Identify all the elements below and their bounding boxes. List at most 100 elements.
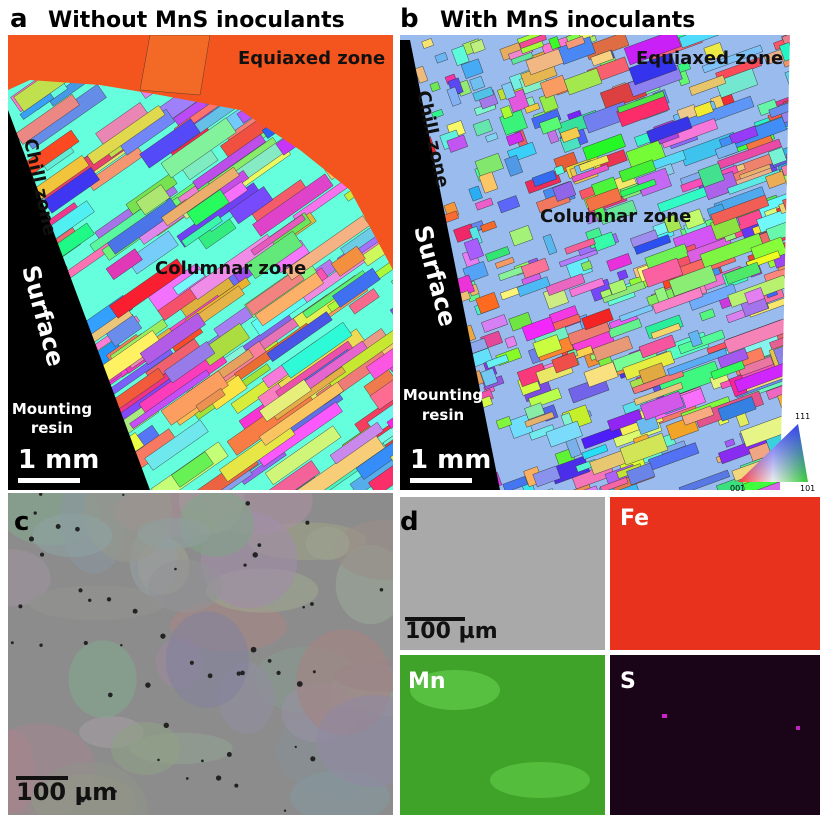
ebsd-map-a — [8, 35, 393, 490]
grain — [532, 334, 563, 358]
grain — [30, 761, 148, 815]
grain — [86, 105, 166, 165]
grain — [165, 611, 249, 708]
grain — [641, 257, 684, 288]
scale-label: 1 mm — [18, 445, 99, 475]
grain — [460, 58, 484, 79]
grain — [252, 173, 334, 237]
pore — [18, 604, 23, 609]
pore — [283, 809, 287, 812]
pore — [236, 671, 241, 676]
panel-label: a — [10, 4, 28, 34]
grain — [472, 86, 495, 102]
grain — [186, 189, 230, 227]
grain — [386, 402, 393, 429]
grain — [571, 163, 610, 183]
element-label: Fe — [620, 506, 649, 531]
grain — [646, 116, 693, 144]
grain — [516, 276, 551, 297]
mns-particle — [662, 714, 667, 718]
grain — [717, 396, 757, 422]
mns-particle — [796, 726, 800, 730]
grain — [570, 484, 592, 490]
bse-image-c — [8, 493, 393, 815]
ipf-label: 001 — [730, 484, 745, 493]
grain — [431, 108, 444, 119]
grain — [724, 261, 762, 285]
grain — [480, 367, 499, 387]
grain — [804, 169, 828, 189]
grain — [524, 102, 541, 114]
grain — [109, 258, 186, 319]
grain — [524, 411, 555, 428]
grain — [599, 477, 629, 490]
grain — [524, 402, 546, 420]
grain — [807, 137, 830, 160]
grain — [581, 444, 609, 460]
grain — [250, 214, 306, 256]
pore — [33, 511, 37, 515]
grain — [468, 185, 483, 202]
resin-label: resin — [31, 419, 73, 437]
grain — [548, 36, 561, 50]
pore — [28, 536, 35, 542]
pore — [107, 692, 113, 698]
grain — [245, 268, 305, 316]
element-label: Mn — [408, 669, 446, 694]
pore — [234, 783, 239, 788]
pore — [252, 552, 258, 558]
grain — [538, 116, 563, 135]
pore — [132, 608, 138, 614]
grain — [258, 379, 312, 422]
grain — [414, 65, 429, 84]
grain — [592, 335, 633, 362]
zone-label: Columnar zone — [540, 206, 691, 227]
ipf-label: 111 — [795, 412, 810, 421]
grain — [795, 164, 800, 201]
grain — [608, 278, 628, 296]
grain — [475, 291, 500, 314]
grain — [580, 260, 593, 272]
grain — [606, 253, 633, 272]
grain — [485, 132, 499, 143]
panel-title: Without MnS inoculants — [48, 8, 345, 33]
scale-label: 100 µm — [405, 619, 498, 644]
grain — [509, 225, 534, 247]
pore — [305, 520, 310, 525]
pore — [201, 759, 204, 763]
grain — [192, 134, 266, 190]
grain — [623, 35, 682, 66]
grain — [663, 213, 682, 234]
grain — [334, 519, 393, 580]
grain — [678, 469, 731, 490]
grain — [798, 238, 800, 260]
bse-image-d — [400, 497, 605, 650]
grain — [715, 476, 747, 490]
grain — [245, 230, 304, 279]
grain — [765, 202, 800, 243]
grain — [768, 84, 800, 118]
resin — [400, 40, 500, 490]
grain — [688, 283, 738, 311]
fe-map — [610, 497, 820, 650]
grain — [808, 190, 830, 222]
pore — [294, 745, 297, 749]
grain — [137, 518, 211, 549]
grain — [521, 316, 556, 342]
grain — [446, 86, 462, 107]
pore — [240, 670, 245, 676]
grain — [565, 35, 586, 50]
grain — [28, 585, 166, 621]
scale-label: 100 µm — [16, 778, 117, 806]
grain — [8, 549, 51, 607]
grain — [559, 126, 581, 143]
grain — [501, 81, 517, 100]
grain — [801, 418, 830, 458]
s-map — [610, 655, 820, 815]
grain — [135, 184, 171, 216]
pore — [114, 790, 117, 793]
panel-label: b — [400, 4, 419, 34]
pore — [163, 722, 169, 728]
grain — [504, 154, 524, 177]
